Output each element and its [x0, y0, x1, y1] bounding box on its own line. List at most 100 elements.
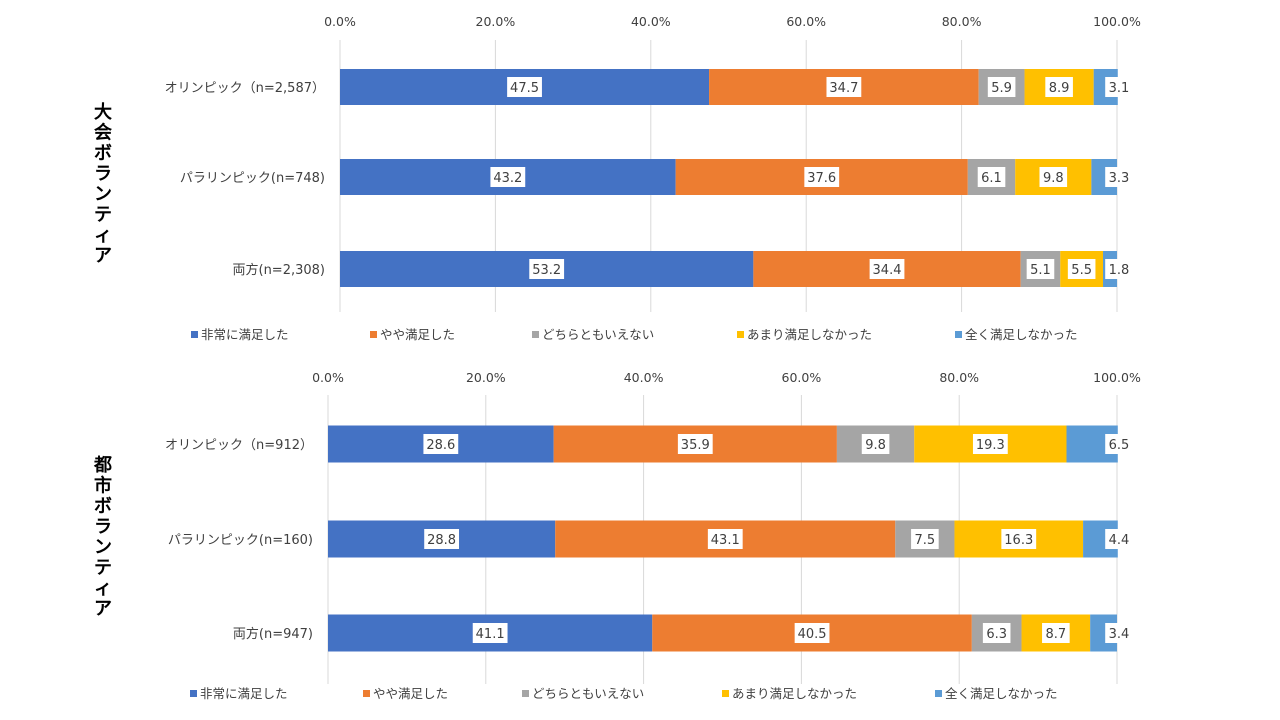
- data-label-box: [869, 259, 905, 279]
- group-label: 都市ボランティア: [93, 455, 112, 620]
- data-label-box: [1105, 529, 1133, 549]
- data-label-box: [424, 529, 460, 549]
- data-label-box: [1105, 434, 1133, 454]
- x-tick-label: 20.0%: [466, 370, 506, 385]
- data-label: 16.3: [1004, 533, 1033, 548]
- data-label-box: [677, 434, 713, 454]
- data-label: 40.5: [798, 627, 827, 642]
- data-label: 8.9: [1049, 81, 1070, 96]
- x-tick-label: 100.0%: [1093, 370, 1141, 385]
- legend-label: どちらともいえない: [542, 327, 654, 342]
- data-label: 47.5: [510, 81, 539, 96]
- data-label: 3.4: [1109, 627, 1130, 642]
- legend-label: あまり満足しなかった: [747, 327, 872, 342]
- legend-swatch: [737, 331, 744, 338]
- legend-swatch: [522, 690, 529, 697]
- legend-label: どちらともいえない: [532, 686, 644, 701]
- data-label: 6.1: [981, 171, 1002, 186]
- data-label-box: [1039, 167, 1068, 187]
- x-tick-label: 80.0%: [942, 14, 982, 29]
- chart-2: 0.0% 20.0% 40.0% 60.0% 80.0% 100.0% 都市ボランティア オリ…: [93, 370, 1141, 701]
- data-label-box: [1045, 77, 1073, 97]
- data-label: 7.5: [915, 533, 936, 548]
- data-label: 41.1: [476, 627, 505, 642]
- data-label-box: [490, 167, 526, 187]
- legend-swatch: [722, 690, 729, 697]
- x-tick-label: 20.0%: [476, 14, 516, 29]
- x-tick-label: 40.0%: [631, 14, 671, 29]
- group-label: 大会ボランティア: [94, 101, 112, 267]
- data-label: 28.6: [426, 438, 455, 453]
- data-label: 6.3: [986, 627, 1007, 642]
- category-label: 両方(n=947): [233, 626, 313, 642]
- legend-label: やや満足した: [373, 686, 448, 701]
- legend-label: 全く満足しなかった: [965, 327, 1078, 342]
- data-label: 34.7: [829, 81, 858, 96]
- data-label-box: [529, 259, 565, 279]
- data-label: 37.6: [807, 171, 836, 186]
- data-label: 5.9: [991, 81, 1012, 96]
- data-label: 19.3: [976, 438, 1005, 453]
- data-label-box: [707, 529, 743, 549]
- data-label: 9.8: [865, 438, 886, 453]
- category-label: オリンピック（n=912）: [165, 438, 313, 453]
- x-tick-label: 0.0%: [324, 14, 356, 29]
- data-label-box: [861, 434, 890, 454]
- data-label-box: [794, 623, 830, 643]
- x-tick-label: 40.0%: [624, 370, 664, 385]
- data-label: 1.8: [1109, 263, 1130, 278]
- data-label-box: [1001, 529, 1037, 549]
- data-label-box: [982, 623, 1011, 643]
- data-label: 5.5: [1071, 263, 1092, 278]
- legend-swatch: [532, 331, 539, 338]
- legend-label: あまり満足しなかった: [732, 686, 857, 701]
- legend-swatch: [955, 331, 962, 338]
- legend-swatch: [370, 331, 377, 338]
- data-label-box: [1105, 167, 1133, 187]
- x-tick-label: 100.0%: [1093, 14, 1141, 29]
- data-label-box: [911, 529, 939, 549]
- category-label: オリンピック（n=2,587）: [165, 81, 325, 96]
- data-label-box: [1067, 259, 1096, 279]
- legend-swatch: [191, 331, 198, 338]
- x-tick-label: 60.0%: [782, 370, 822, 385]
- x-tick-label: 0.0%: [312, 370, 344, 385]
- data-label: 5.1: [1030, 263, 1051, 278]
- data-label: 6.5: [1109, 438, 1130, 453]
- legend-label: やや満足した: [380, 327, 455, 342]
- legend-label: 全く満足しなかった: [945, 686, 1058, 701]
- category-label: 両方(n=2,308): [233, 262, 326, 278]
- data-label: 3.1: [1109, 81, 1130, 96]
- data-label-box: [804, 167, 840, 187]
- data-label-box: [1026, 259, 1055, 279]
- legend-swatch: [935, 690, 942, 697]
- x-tick-label: 80.0%: [939, 370, 979, 385]
- legend-label: 非常に満足した: [200, 686, 288, 701]
- data-label-box: [423, 434, 459, 454]
- data-label: 53.2: [532, 263, 561, 278]
- data-label-box: [1105, 623, 1133, 643]
- data-label-box: [977, 167, 1006, 187]
- x-tick-label: 60.0%: [786, 14, 826, 29]
- data-label: 28.8: [427, 533, 456, 548]
- data-label: 43.1: [711, 533, 740, 548]
- chart-1: 0.0% 20.0% 40.0% 60.0% 80.0% 100.0% 大会ボランティア オリ…: [94, 14, 1141, 342]
- data-label-box: [826, 77, 862, 97]
- data-label: 34.4: [873, 263, 902, 278]
- data-label-box: [472, 623, 508, 643]
- data-label-box: [972, 434, 1008, 454]
- legend-swatch: [363, 690, 370, 697]
- data-label: 4.4: [1109, 533, 1130, 548]
- data-label: 9.8: [1043, 171, 1064, 186]
- category-label: パラリンピック(n=748): [180, 171, 325, 186]
- data-label-box: [1042, 623, 1070, 643]
- data-label-box: [507, 77, 542, 97]
- data-label: 43.2: [493, 171, 522, 186]
- data-label: 35.9: [681, 438, 710, 453]
- data-label: 8.7: [1046, 627, 1067, 642]
- legend-swatch: [190, 690, 197, 697]
- data-label-box: [987, 77, 1016, 97]
- category-label: パラリンピック(n=160): [168, 533, 313, 548]
- legend-label: 非常に満足した: [201, 327, 289, 342]
